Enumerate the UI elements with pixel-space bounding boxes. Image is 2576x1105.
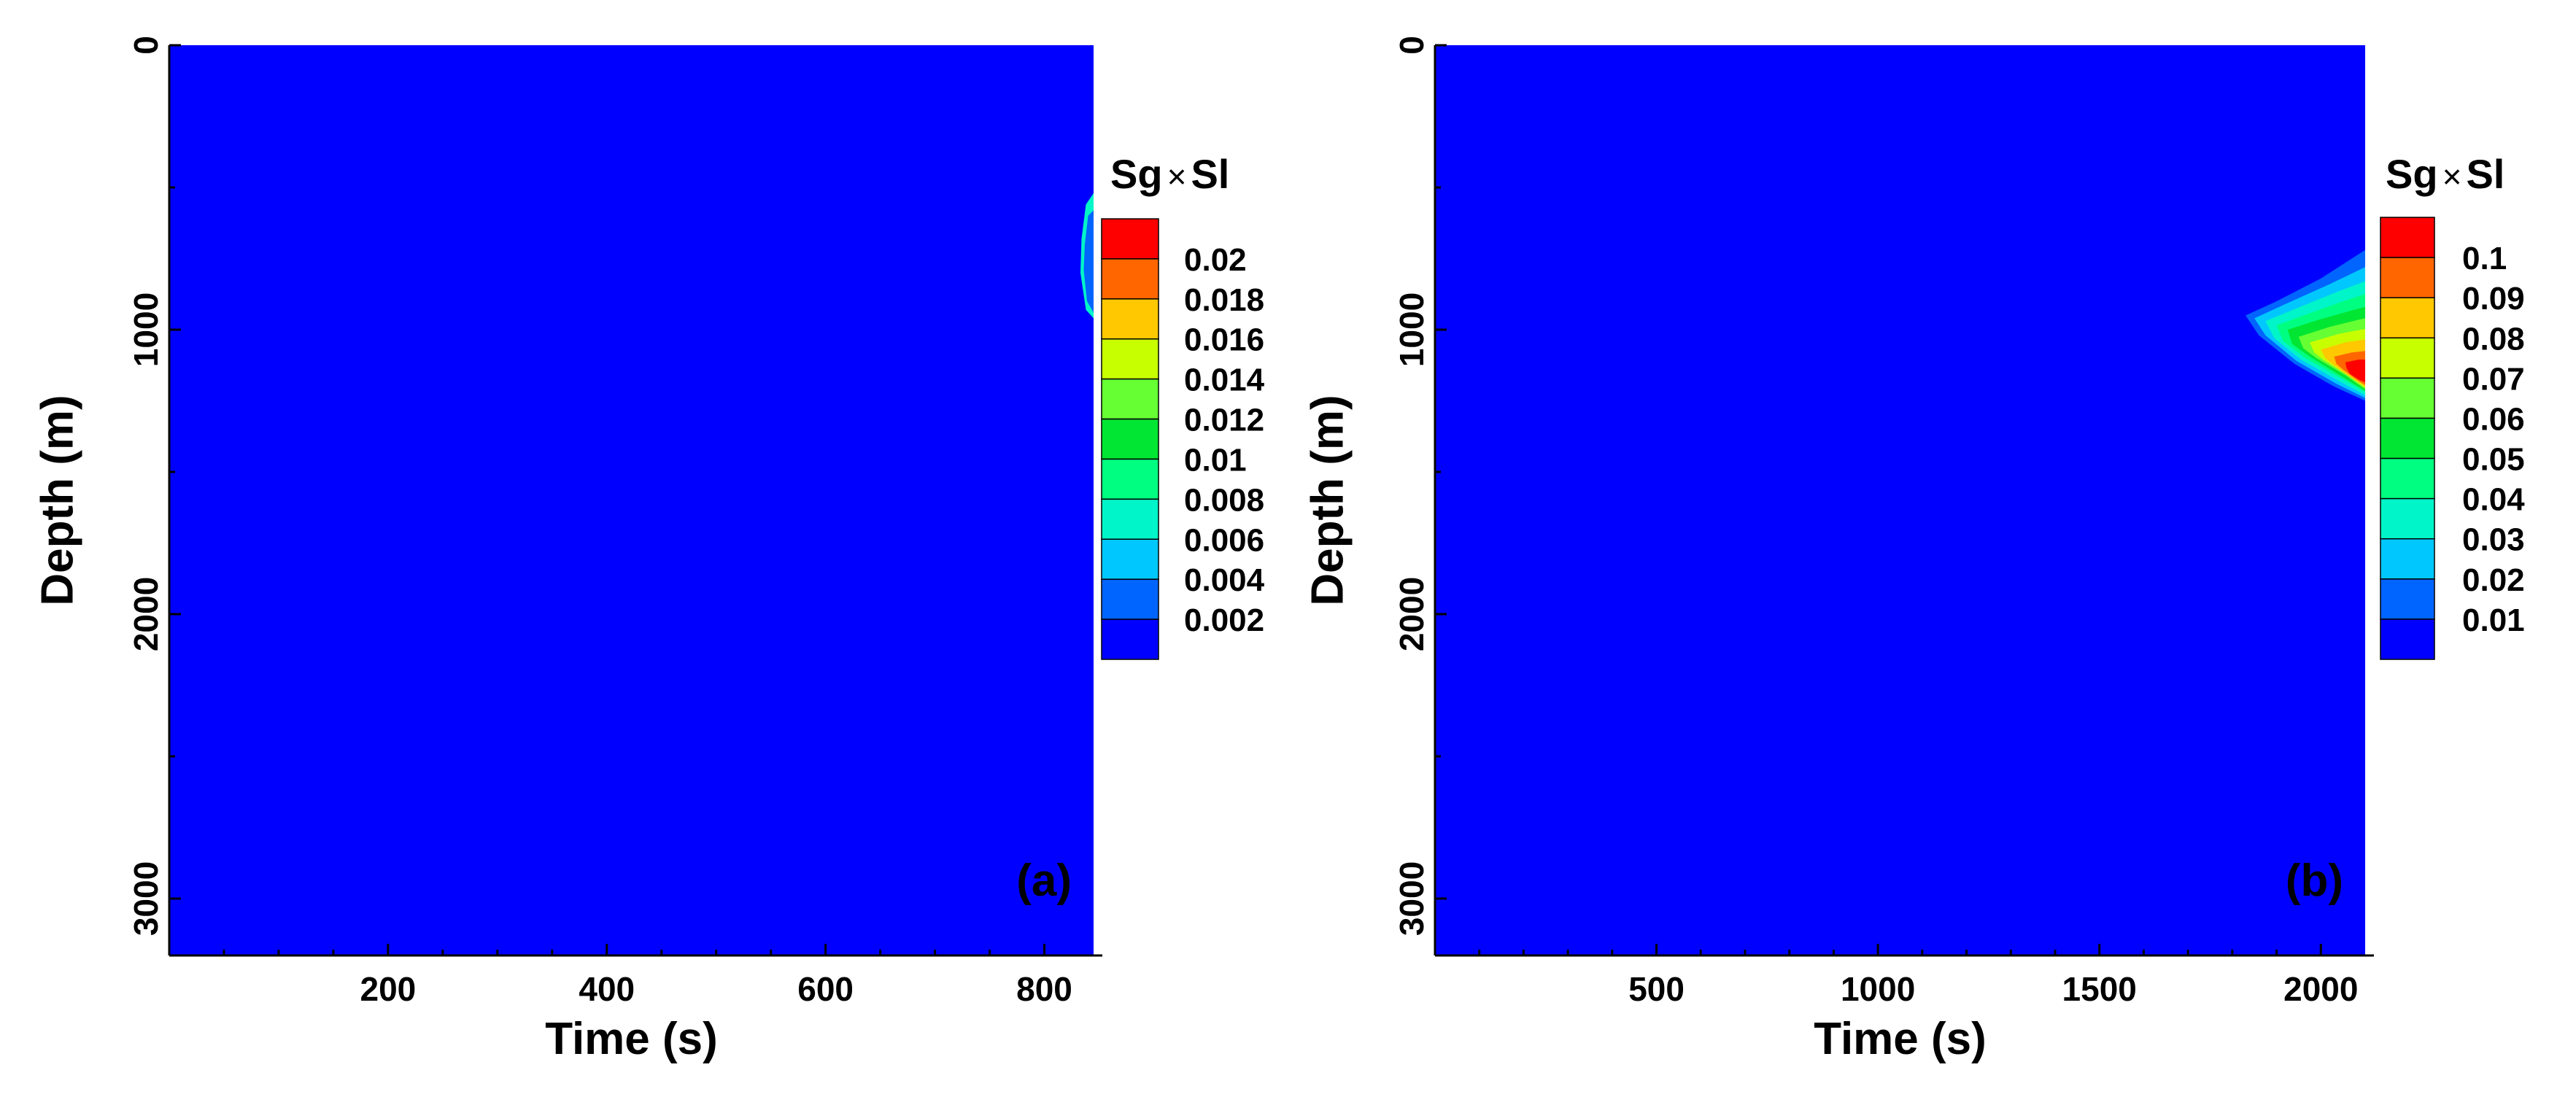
y-tick-label-1-1000: 1000 bbox=[127, 292, 165, 367]
colorbar-title-part-2-2: × bbox=[2442, 158, 2462, 195]
colorbar-label-1-5: 0.012 bbox=[1184, 403, 1264, 438]
colorbar-label-1-10: 0.002 bbox=[1184, 602, 1264, 638]
colorbar-swatch-1-4 bbox=[1101, 338, 1159, 380]
x-tick-label-2-1000: 1000 bbox=[1841, 970, 1915, 1008]
y-axis-label-2: Depth (m) bbox=[1302, 395, 1353, 605]
colorbar-swatch-1-10 bbox=[1101, 578, 1159, 620]
colorbar-swatch-2-3 bbox=[2380, 297, 2435, 339]
colorbar-swatch-2-7 bbox=[2380, 457, 2435, 500]
plot-background-2 bbox=[1435, 45, 2365, 955]
x-tick-label-2-500: 500 bbox=[1628, 970, 1685, 1008]
colorbar-label-2-7: 0.04 bbox=[2462, 482, 2525, 518]
colorbar-label-2-1: 0.1 bbox=[2462, 241, 2507, 276]
colorbar-title-part-1-1: Sg bbox=[1110, 151, 1163, 197]
x-tick-label-2-1500: 1500 bbox=[2062, 970, 2137, 1008]
y-tick-label-1-2000: 2000 bbox=[127, 577, 165, 651]
y-tick-label-2-2000: 2000 bbox=[1393, 577, 1431, 651]
y-tick-label-2-3000: 3000 bbox=[1393, 861, 1431, 936]
colorbar-swatch-1-7 bbox=[1101, 458, 1159, 500]
colorbar-swatch-1-11 bbox=[1101, 619, 1159, 660]
colorbar-swatch-2-9 bbox=[2380, 538, 2435, 580]
colorbar-label-2-4: 0.07 bbox=[2462, 361, 2525, 397]
colorbar-swatch-2-10 bbox=[2380, 578, 2435, 620]
colorbar-swatch-2-6 bbox=[2380, 417, 2435, 460]
panel-label-1: (a) bbox=[1016, 856, 1072, 906]
colorbar-title-2: Sg × Sl bbox=[2386, 151, 2505, 197]
x-axis-label-2: Time (s) bbox=[1814, 1014, 1987, 1064]
colorbar-label-2-6: 0.05 bbox=[2462, 442, 2525, 478]
colorbar-title-part-2-3: Sl bbox=[2466, 151, 2505, 197]
y-tick-label-1-0: 0 bbox=[127, 36, 165, 55]
colorbar-swatch-1-3 bbox=[1101, 298, 1159, 340]
y-tick-label-1-3000: 3000 bbox=[127, 861, 165, 936]
colorbar-label-1-6: 0.01 bbox=[1184, 442, 1247, 478]
colorbar-label-2-5: 0.06 bbox=[2462, 401, 2525, 437]
y-axis-label-1: Depth (m) bbox=[32, 395, 82, 605]
colorbar-swatch-2-2 bbox=[2380, 257, 2435, 298]
colorbar-label-1-8: 0.006 bbox=[1184, 522, 1264, 558]
panel-label-2: (b) bbox=[2286, 856, 2343, 906]
x-tick-label-1-800: 800 bbox=[1016, 970, 1072, 1008]
x-tick-label-1-400: 400 bbox=[579, 970, 635, 1008]
contour-band-2-10 bbox=[2345, 360, 2365, 383]
colorbar-title-1: Sg × Sl bbox=[1110, 151, 1229, 197]
colorbar-title-part-1-3: Sl bbox=[1191, 151, 1229, 197]
x-axis-label-1: Time (s) bbox=[545, 1014, 718, 1064]
colorbar-label-2-2: 0.09 bbox=[2462, 281, 2525, 317]
colorbar-title-part-2-1: Sg bbox=[2386, 151, 2438, 197]
colorbar-label-1-3: 0.016 bbox=[1184, 322, 1264, 358]
colorbar-swatch-2-8 bbox=[2380, 497, 2435, 540]
colorbar-label-2-3: 0.08 bbox=[2462, 321, 2525, 357]
x-tick-label-2-2000: 2000 bbox=[2283, 970, 2358, 1008]
colorbar-swatch-1-9 bbox=[1101, 538, 1159, 580]
x-tick-label-1-600: 600 bbox=[797, 970, 854, 1008]
colorbar-swatch-2-11 bbox=[2380, 619, 2435, 660]
plot-background-1 bbox=[169, 45, 1094, 955]
colorbar-swatch-1-5 bbox=[1101, 378, 1159, 420]
colorbar-swatch-2-5 bbox=[2380, 377, 2435, 419]
colorbar-swatch-1-6 bbox=[1101, 418, 1159, 460]
colorbar-label-2-9: 0.02 bbox=[2462, 562, 2525, 598]
colorbar-label-1-1: 0.02 bbox=[1184, 242, 1247, 278]
x-tick-label-1-200: 200 bbox=[360, 970, 417, 1008]
colorbar-label-1-2: 0.018 bbox=[1184, 282, 1264, 318]
colorbar-label-2-10: 0.01 bbox=[2462, 602, 2525, 638]
y-tick-label-2-0: 0 bbox=[1393, 36, 1431, 55]
colorbar-swatch-1-8 bbox=[1101, 498, 1159, 540]
colorbar-swatch-1-2 bbox=[1101, 258, 1159, 300]
colorbar-swatch-2-1 bbox=[2380, 217, 2435, 258]
y-tick-label-2-1000: 1000 bbox=[1393, 292, 1431, 367]
colorbar-title-part-1-2: × bbox=[1167, 158, 1187, 195]
colorbar-label-1-4: 0.014 bbox=[1184, 362, 1265, 398]
colorbar-swatch-2-4 bbox=[2380, 337, 2435, 379]
colorbar-swatch-1-1 bbox=[1101, 218, 1159, 260]
colorbar-label-1-7: 0.008 bbox=[1184, 482, 1264, 518]
colorbar-label-1-9: 0.004 bbox=[1184, 562, 1265, 598]
colorbar-label-2-8: 0.03 bbox=[2462, 522, 2525, 558]
contour-band-1-2 bbox=[1083, 210, 1094, 313]
